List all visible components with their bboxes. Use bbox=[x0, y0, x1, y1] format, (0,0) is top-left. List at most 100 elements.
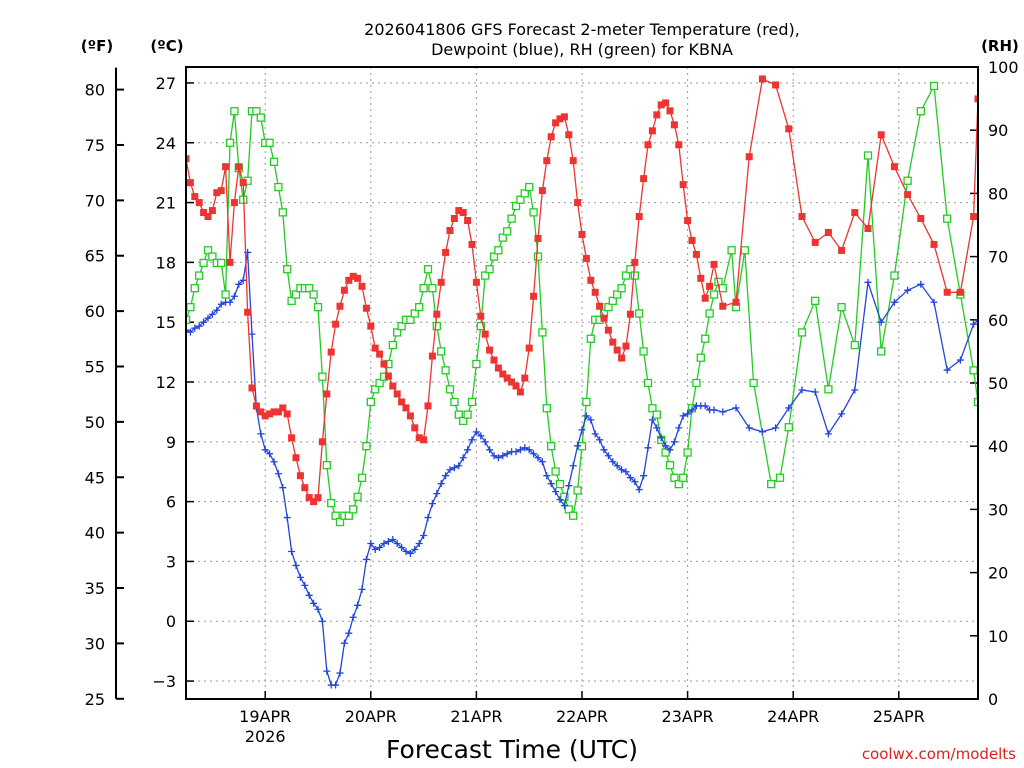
rh-marker bbox=[195, 271, 204, 280]
dewpoint-marker bbox=[301, 581, 309, 589]
celsius-tick-label: 15 bbox=[156, 313, 176, 332]
rh-marker bbox=[635, 309, 644, 318]
temperature-marker bbox=[213, 189, 221, 197]
temperature-marker bbox=[710, 260, 718, 268]
dewpoint-marker bbox=[543, 472, 551, 480]
temperature-marker bbox=[266, 410, 274, 418]
dewpoint-marker bbox=[578, 426, 586, 434]
dewpoint-marker bbox=[437, 480, 445, 488]
temperature-marker bbox=[587, 276, 595, 284]
temperature-marker bbox=[464, 217, 472, 225]
temperature-marker bbox=[565, 131, 573, 139]
dewpoint-marker bbox=[200, 318, 208, 326]
dewpoint-marker bbox=[618, 466, 626, 474]
temperature-marker bbox=[538, 187, 546, 195]
temperature-marker bbox=[345, 276, 353, 284]
celsius-tick-label: 24 bbox=[156, 134, 176, 153]
rh-marker bbox=[569, 511, 578, 520]
rh-marker bbox=[608, 296, 617, 305]
rh-marker bbox=[560, 492, 569, 501]
temperature-marker bbox=[956, 288, 964, 296]
dewpoint-marker bbox=[838, 410, 846, 418]
rh-marker bbox=[410, 309, 419, 318]
rh-marker bbox=[837, 303, 846, 312]
fahrenheit-axis: 25 30 35 40 45 50 55 60 65 70 75 80 bbox=[85, 81, 124, 709]
dewpoint-marker bbox=[648, 416, 656, 424]
celsius-tick-label: 21 bbox=[156, 194, 176, 213]
temperature-marker bbox=[226, 258, 234, 266]
rh-marker bbox=[489, 252, 499, 261]
temperature-marker bbox=[618, 354, 626, 362]
rh-marker bbox=[547, 442, 556, 451]
dewpoint-marker bbox=[354, 601, 362, 609]
dewpoint-marker bbox=[904, 286, 912, 294]
rh-marker bbox=[397, 321, 406, 331]
rh-marker bbox=[740, 246, 749, 255]
rh-marker bbox=[375, 378, 384, 388]
celsius-axis: −3 0 3 6 9 12 15 18 21 24 27 bbox=[152, 74, 194, 691]
rh-marker bbox=[551, 467, 560, 476]
dewpoint-marker bbox=[811, 388, 819, 396]
dewpoint-marker bbox=[600, 446, 608, 454]
dewpoint-marker bbox=[516, 446, 524, 454]
dewpoint-marker bbox=[525, 446, 533, 454]
temperature-marker bbox=[318, 438, 326, 446]
series-dewpoint bbox=[186, 248, 978, 689]
fahrenheit-tick-label: 25 bbox=[85, 690, 105, 709]
temperature-marker bbox=[358, 282, 366, 290]
dewpoint-marker bbox=[362, 555, 370, 563]
rh-marker bbox=[621, 271, 631, 280]
dewpoint-marker bbox=[191, 324, 199, 332]
rh-marker bbox=[943, 214, 952, 223]
rh-marker bbox=[679, 473, 688, 482]
dewpoint-marker bbox=[186, 326, 190, 334]
temperature-marker bbox=[296, 472, 304, 480]
dewpoint-marker bbox=[745, 424, 753, 432]
dewpoint-marker bbox=[772, 424, 780, 432]
dewpoint-marker bbox=[442, 472, 450, 480]
dewpoint-marker bbox=[596, 436, 604, 444]
rh-tick-label: 100 bbox=[988, 58, 1019, 77]
temperature-marker bbox=[604, 326, 612, 334]
temperature-marker bbox=[679, 181, 687, 189]
temperature-marker bbox=[745, 153, 753, 161]
dewpoint-marker bbox=[310, 599, 318, 607]
rh-tick-label: 0 bbox=[988, 690, 998, 709]
temperature-marker bbox=[943, 288, 951, 296]
rh-marker bbox=[450, 397, 459, 407]
celsius-unit-label: (ºC) bbox=[150, 37, 183, 55]
dewpoint-marker bbox=[318, 617, 326, 625]
dewpoint-marker bbox=[345, 629, 353, 637]
temperature-marker bbox=[411, 424, 419, 432]
dewpoint-marker bbox=[666, 446, 674, 454]
dewpoint-marker bbox=[296, 573, 304, 581]
temperature-marker bbox=[547, 133, 555, 141]
temperature-marker bbox=[622, 342, 630, 350]
temperature-marker bbox=[503, 374, 511, 382]
rh-marker bbox=[335, 517, 345, 527]
rh-marker bbox=[199, 258, 208, 268]
dewpoint-marker bbox=[644, 444, 652, 452]
rh-marker bbox=[256, 113, 265, 122]
dewpoint-marker bbox=[208, 310, 216, 318]
temperature-marker bbox=[222, 163, 230, 171]
temperature-marker bbox=[692, 250, 700, 258]
temperature-marker bbox=[851, 209, 859, 217]
rh-marker bbox=[863, 151, 873, 160]
rh-marker bbox=[472, 359, 481, 369]
temperature-marker bbox=[657, 101, 665, 109]
rh-marker bbox=[313, 303, 323, 312]
temperature-marker bbox=[349, 272, 357, 280]
rh-marker bbox=[617, 284, 626, 293]
dewpoint-marker bbox=[970, 320, 978, 328]
dewpoint-marker bbox=[591, 430, 599, 438]
temperature-marker bbox=[376, 350, 384, 358]
rh-marker bbox=[217, 258, 226, 268]
dewpoint-marker bbox=[217, 300, 225, 308]
rh-marker bbox=[727, 246, 736, 255]
rh-marker bbox=[186, 303, 195, 312]
celsius-tick-label: 18 bbox=[156, 253, 176, 272]
temperature-marker bbox=[970, 213, 978, 221]
rh-marker bbox=[701, 334, 710, 343]
